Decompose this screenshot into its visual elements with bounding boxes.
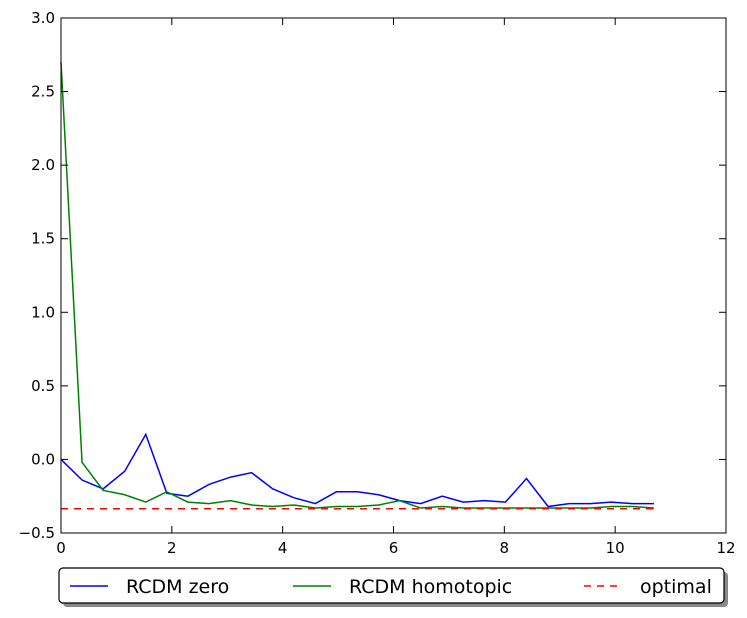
x-tick-label: 8: [500, 539, 510, 557]
legend-label-rcdm-zero: RCDM zero: [126, 576, 229, 598]
y-axis: −0.5 0.0 0.5 1.0 1.5 2.0 2.5 3.0: [19, 9, 726, 542]
x-tick-label: 12: [716, 539, 735, 557]
series-line-rcdm-homotopic: [60, 62, 655, 509]
legend: RCDM zero RCDM homotopic optimal: [58, 567, 728, 607]
legend-label-rcdm-homotopic: RCDM homotopic: [349, 576, 512, 598]
x-tick-label: 6: [389, 539, 399, 557]
x-tick-label: 4: [278, 539, 288, 557]
x-tick-label: 0: [56, 539, 66, 557]
y-tick-label: 0.5: [31, 377, 55, 395]
legend-label-optimal: optimal: [640, 576, 712, 598]
y-tick-label: 0.0: [31, 450, 55, 468]
y-tick-label: 2.0: [31, 156, 55, 174]
plot-frame: [60, 17, 727, 534]
y-tick-label: −0.5: [19, 524, 55, 542]
y-tick-label: 1.0: [31, 303, 55, 321]
x-axis: 0 2 4 6 8 10 12: [56, 18, 736, 557]
x-tick-label: 2: [167, 539, 177, 557]
legend-box: [58, 567, 725, 604]
x-tick-label: 10: [606, 539, 625, 557]
y-tick-label: 2.5: [31, 83, 55, 101]
y-tick-label: 1.5: [31, 230, 55, 248]
y-tick-label: 3.0: [31, 9, 55, 27]
plot-lines: [60, 62, 655, 510]
series-line-rcdm-zero: [60, 432, 654, 508]
